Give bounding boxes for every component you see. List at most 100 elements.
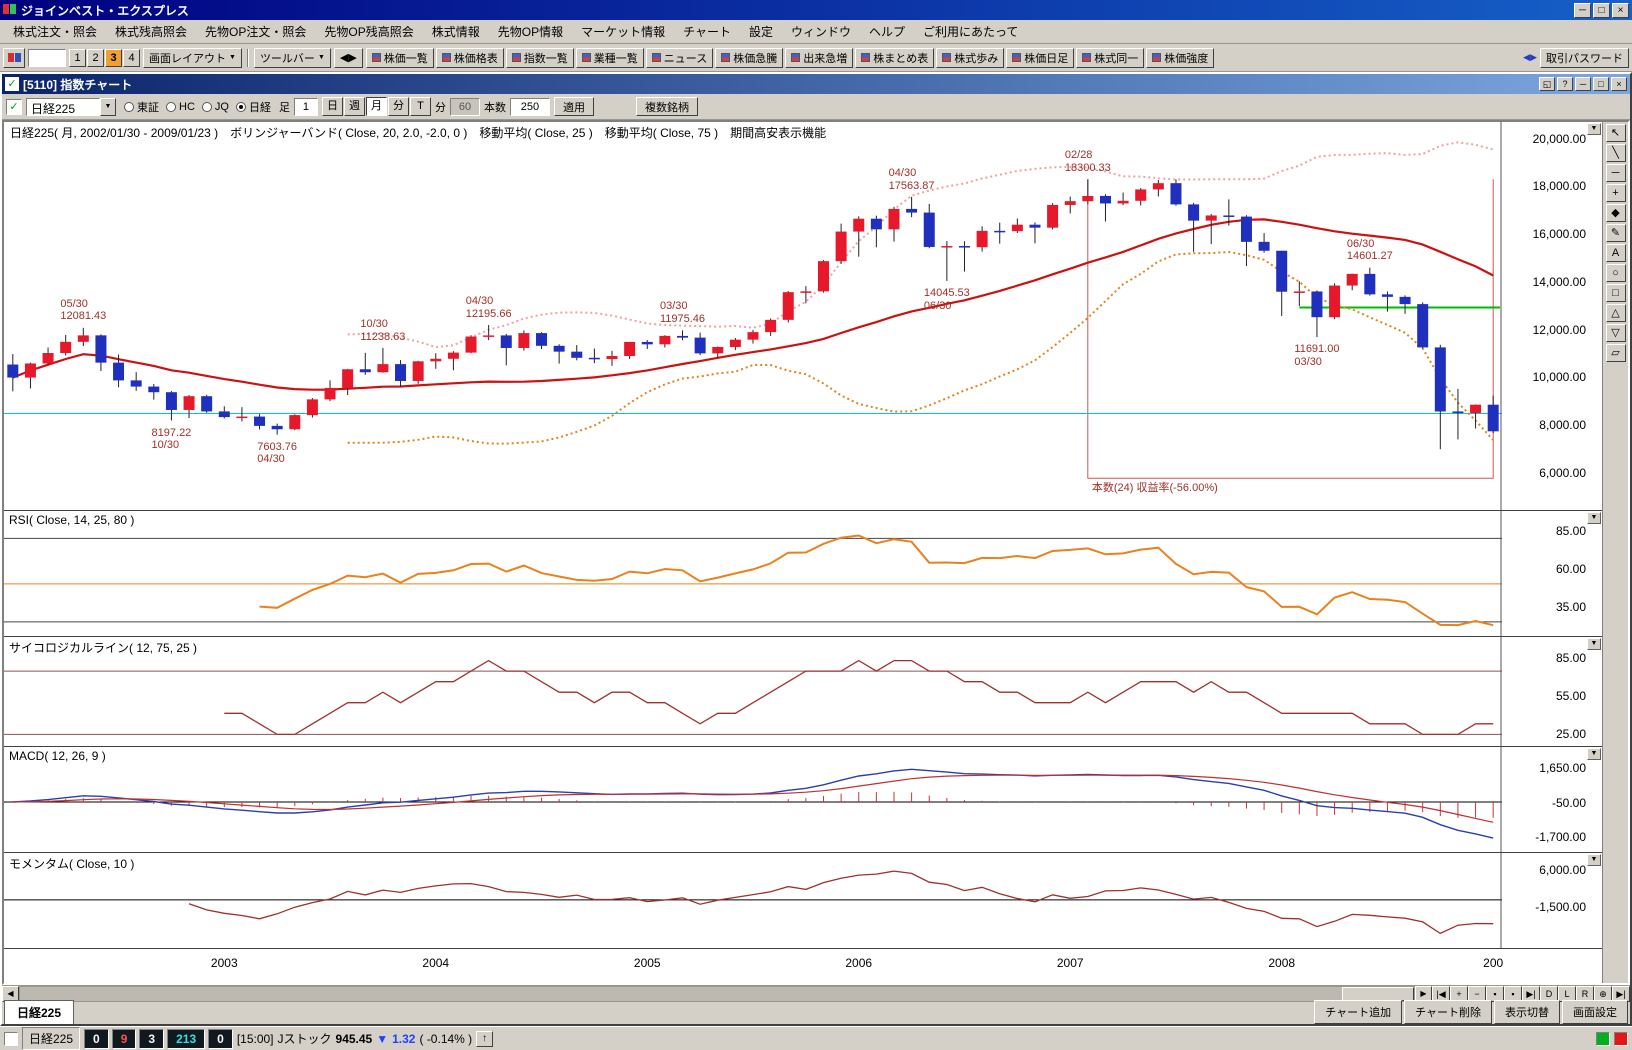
panel-collapse-button[interactable]: ▼ xyxy=(1587,854,1601,866)
close-button[interactable]: × xyxy=(1611,77,1627,91)
help-button[interactable]: ? xyxy=(1557,77,1573,91)
toolbar-button-label: 業種一覧 xyxy=(593,52,638,65)
scrollbar-track[interactable] xyxy=(19,986,1415,1002)
horizontal-line-icon[interactable]: ─ xyxy=(1605,164,1626,182)
mode-r-button[interactable]: R xyxy=(1576,986,1594,1002)
triangle-down-icon[interactable]: ▽ xyxy=(1605,324,1626,342)
toolbar-button[interactable]: 指数一覧 xyxy=(505,47,574,68)
chart-action-button[interactable]: チャート削除 xyxy=(1404,1000,1492,1024)
axis-tick-label: 14,000.00 xyxy=(1532,274,1586,289)
radio-東証[interactable]: 東証 xyxy=(124,99,159,115)
momentum-plot[interactable] xyxy=(4,853,1502,948)
menu-item[interactable]: 株式残高照会 xyxy=(115,25,188,39)
psych-plot[interactable] xyxy=(4,637,1502,746)
tab-nikkei225[interactable]: 日経225 xyxy=(4,1000,75,1024)
maximize-button[interactable]: □ xyxy=(1593,2,1610,18)
pencil-icon[interactable]: ✎ xyxy=(1605,224,1626,242)
alert-icon[interactable]: ◆ xyxy=(1605,204,1626,222)
menu-item[interactable]: 株式情報 xyxy=(431,25,480,39)
layout-button-3[interactable]: 3 xyxy=(105,48,122,67)
menu-item[interactable]: 設定 xyxy=(748,25,773,39)
menu-item[interactable]: ウィンドウ xyxy=(791,25,852,39)
layout-button-1[interactable]: 1 xyxy=(69,48,86,67)
period-button-T[interactable]: T xyxy=(409,97,431,116)
pointer-icon[interactable]: ↖ xyxy=(1605,124,1626,142)
text-icon[interactable]: A xyxy=(1605,244,1626,262)
menu-item[interactable]: マーケット情報 xyxy=(581,25,666,39)
rsi-plot[interactable] xyxy=(4,511,1502,636)
period-button-月[interactable]: 月 xyxy=(365,97,387,116)
menu-bar: 株式注文・照会 株式残高照会 先物OP注文・照会 先物OP残高照会 株式情報 先物OP情報… xyxy=(0,20,1632,44)
minute-input[interactable]: 60 xyxy=(449,97,480,116)
layout-button-4[interactable]: 4 xyxy=(123,48,140,67)
radio-JQ[interactable]: JQ xyxy=(201,101,229,113)
chart-action-button[interactable]: 表示切替 xyxy=(1494,1000,1560,1024)
bar-interval-input[interactable]: 1 xyxy=(293,97,318,116)
menu-item[interactable]: 先物OP情報 xyxy=(497,25,564,39)
radio-日経[interactable]: 日経 xyxy=(235,99,271,115)
multi-symbol-button[interactable]: 複数銘柄 xyxy=(635,97,698,116)
panel-legend: サイコロジカルライン( 12, 75, 25 ) xyxy=(9,641,198,655)
menu-item[interactable]: 先物OP残高照会 xyxy=(324,25,414,39)
macd-plot[interactable] xyxy=(4,747,1502,852)
period-button-週[interactable]: 週 xyxy=(343,97,365,116)
toolbar-dropdown[interactable]: ツールバー ▼ xyxy=(253,47,331,68)
expand-up-button[interactable]: ↑ xyxy=(476,1030,494,1047)
minimize-button[interactable]: ─ xyxy=(1575,77,1591,91)
chart-action-button[interactable]: チャート追加 xyxy=(1314,1000,1403,1024)
toolbar-button[interactable]: 株式歩み xyxy=(936,47,1005,68)
bars-count-input[interactable]: 250 xyxy=(509,97,550,116)
chart-action-button[interactable]: 画面設定 xyxy=(1562,1000,1628,1024)
circle-icon[interactable]: ○ xyxy=(1605,264,1626,282)
toolbar-button[interactable]: 株価日足 xyxy=(1006,47,1075,68)
layout-button-2[interactable]: 2 xyxy=(87,48,104,67)
symbol-select[interactable]: 日経225 ▼ xyxy=(26,97,116,116)
layout-preset-box[interactable] xyxy=(28,48,66,67)
menu-item[interactable]: チャート xyxy=(683,25,731,39)
scrollbar-thumb[interactable] xyxy=(1342,987,1414,1001)
triangle-up-icon[interactable]: △ xyxy=(1605,304,1626,322)
toolbar-button[interactable]: 出来急増 xyxy=(785,47,854,68)
toolbar-split-button[interactable]: ◀▶ xyxy=(333,47,363,68)
eraser-icon[interactable]: ▱ xyxy=(1605,344,1626,362)
period-button-日[interactable]: 日 xyxy=(321,97,343,116)
toolbar-button[interactable]: 株式同一 xyxy=(1076,47,1145,68)
trade-password-button[interactable]: 取引パスワード xyxy=(1540,47,1629,68)
period-button-分[interactable]: 分 xyxy=(387,97,409,116)
toolbar-button[interactable]: ニュース xyxy=(645,47,714,68)
chevron-down-icon[interactable]: ▼ xyxy=(100,97,116,116)
menu-item[interactable]: ヘルプ xyxy=(869,25,906,39)
minimize-button[interactable]: ─ xyxy=(1574,2,1591,18)
chart-check-button[interactable]: ✓ xyxy=(6,98,22,115)
panel-collapse-button[interactable]: ▼ xyxy=(1587,748,1601,760)
toolbar-button[interactable]: 株価格表 xyxy=(435,47,504,68)
panel-collapse-button[interactable]: ▼ xyxy=(1587,512,1601,524)
x-axis-year-label: 200 xyxy=(1483,956,1504,970)
toolbar-button[interactable]: 株価強度 xyxy=(1146,47,1215,68)
main-price-plot[interactable] xyxy=(4,122,1502,510)
crosshair-icon[interactable]: + xyxy=(1605,184,1626,202)
radio-HC[interactable]: HC xyxy=(166,101,195,113)
check-icon: ✓ xyxy=(5,77,19,91)
layout-grid-icon[interactable] xyxy=(3,47,25,68)
menu-item[interactable]: 株式注文・照会 xyxy=(13,25,98,39)
apply-button[interactable]: 適用 xyxy=(553,97,594,116)
window-grid-icon xyxy=(651,53,661,62)
popout-button[interactable]: ◱ xyxy=(1539,77,1555,91)
toolbar-dropdown-label: ツールバー xyxy=(259,52,315,65)
panel-collapse-button[interactable]: ▼ xyxy=(1587,123,1601,135)
rect-icon[interactable]: □ xyxy=(1605,284,1626,302)
trendline-icon[interactable]: ╲ xyxy=(1605,144,1626,162)
menu-item[interactable]: ご利用にあたって xyxy=(923,25,1019,39)
toolbar-button[interactable]: 株価一覧 xyxy=(365,47,434,68)
toolbar-button[interactable]: 株まとめ表 xyxy=(855,47,935,68)
toolbar-button[interactable]: 株価急騰 xyxy=(715,47,784,68)
maximize-button[interactable]: □ xyxy=(1593,77,1609,91)
status-icon[interactable] xyxy=(4,1031,18,1046)
toolbar-button[interactable]: 業種一覧 xyxy=(575,47,644,68)
bars-first-button[interactable]: |◀ xyxy=(1432,986,1450,1002)
close-button[interactable]: × xyxy=(1612,2,1629,18)
panel-collapse-button[interactable]: ▼ xyxy=(1587,638,1601,650)
menu-item[interactable]: 先物OP注文・照会 xyxy=(205,25,307,39)
screen-layout-dropdown[interactable]: 画面レイアウト ▼ xyxy=(143,47,242,68)
